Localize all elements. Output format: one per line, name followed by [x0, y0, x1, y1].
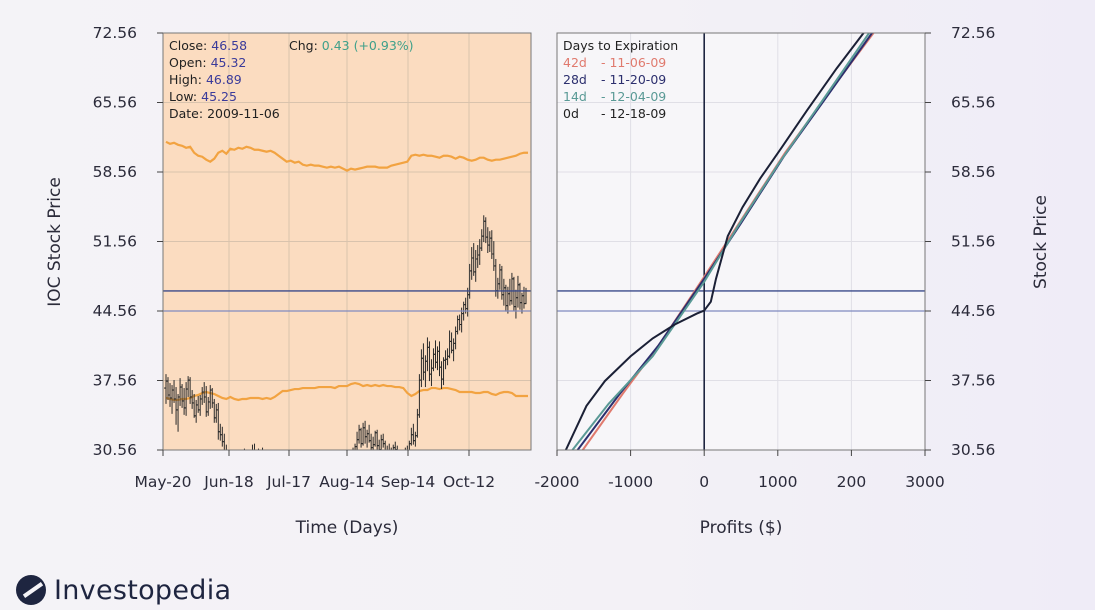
date-value: 2009-11-06: [207, 106, 280, 121]
logo-mark-icon: [16, 575, 46, 605]
profit-y-tick-label: 37.56: [951, 372, 995, 390]
svg-text:Low: 45.25: Low: 45.25: [169, 89, 237, 104]
price-y-tick-label: 51.56: [93, 233, 137, 251]
price-y-axis-title: IOC Stock Price: [45, 177, 65, 307]
profit-y-tick-label: 72.56: [951, 24, 995, 42]
price-x-tick-label: Jul-17: [266, 473, 311, 491]
profit-y-tick-label: 65.56: [951, 94, 995, 112]
chg-label: Chg:: [289, 38, 318, 53]
price-x-tick-label: Oct-12: [443, 473, 495, 491]
date-label: Date:: [169, 106, 203, 121]
ohlc-bar: [383, 440, 386, 450]
price-x-tick-label: Jun-18: [203, 473, 254, 491]
investopedia-logo[interactable]: Investopedia: [16, 570, 231, 610]
profit-curves: [564, 33, 875, 450]
close-value: 46.58: [211, 38, 247, 53]
svg-text:Date: 2009-11-06: Date: 2009-11-06: [169, 106, 280, 121]
profit-x-tick-label: -2000: [534, 473, 579, 491]
high-label: High:: [169, 72, 202, 87]
high-value: 46.89: [206, 72, 242, 87]
profit-y-axis-title: Stock Price: [1031, 195, 1051, 289]
legend-days-28d: 28d: [563, 72, 587, 87]
price-x-ticks: May-20 Jun-18 Jul-17 Aug-14 Sep-14 Oct-12: [134, 450, 495, 491]
price-y-tick-label: 72.56: [93, 24, 137, 42]
legend-days-42d: 42d: [563, 55, 587, 70]
legend-date-42d: - 11-06-09: [601, 55, 666, 70]
info-box: Close: 46.58 Open: 45.32 High: 46.89 Low…: [169, 38, 414, 121]
svg-text:Open: 45.32: Open: 45.32: [169, 55, 246, 70]
low-value: 45.25: [201, 89, 237, 104]
profit-legend: Days to Expiration 42d - 11-06-09 28d - 11-…: [563, 38, 678, 121]
logo-text: Investopedia: [54, 574, 232, 606]
low-label: Low:: [169, 89, 197, 104]
profit-x-tick-label: -1000: [608, 473, 653, 491]
profit-curve-14d: [571, 33, 870, 450]
svg-text:Chg: 0.43 (+0.93%): Chg: 0.43 (+0.93%): [289, 38, 414, 53]
chg-value: 0.43 (+0.93%): [322, 38, 414, 53]
price-y-ticks: 30.56 37.56 44.56 51.56 58.56 65.56 72.56: [93, 24, 163, 459]
profit-x-tick-label: 1000: [758, 473, 797, 491]
price-band-lines: [165, 140, 528, 402]
open-label: Open:: [169, 55, 207, 70]
profit-y-tick-label: 44.56: [951, 302, 995, 320]
profit-x-tick-label: 0: [699, 473, 709, 491]
close-label: Close:: [169, 38, 207, 53]
profit-curve-0d: [564, 33, 865, 450]
profit-x-tick-label: 200: [837, 473, 867, 491]
price-x-tick-label: Sep-14: [381, 473, 436, 491]
profit-y-tick-label: 30.56: [951, 441, 995, 459]
open-value: 45.32: [211, 55, 247, 70]
svg-text:High: 46.89: High: 46.89: [169, 72, 242, 87]
profit-x-ticks: -2000 -1000 0 1000 200 3000: [534, 450, 945, 491]
profit-x-axis-title: Profits ($): [700, 518, 783, 538]
ohlc-bars: [164, 215, 528, 451]
price-band-line: [165, 381, 528, 402]
price-x-tick-label: May-20: [134, 473, 191, 491]
price-y-tick-label: 58.56: [93, 163, 137, 181]
price-reference-lines: [163, 290, 531, 312]
legend-days-0d: 0d: [563, 106, 579, 121]
svg-text:Close: 46.58: Close: 46.58: [169, 38, 247, 53]
profit-y-ticks: 30.56 37.56 44.56 51.56 58.56 65.56 72.56: [925, 24, 995, 459]
legend-date-28d: - 11-20-09: [601, 72, 666, 87]
profit-reference-lines: [557, 33, 925, 450]
profit-y-tick-label: 58.56: [951, 163, 995, 181]
profit-y-tick-label: 51.56: [951, 233, 995, 251]
price-x-tick-label: Aug-14: [319, 473, 375, 491]
price-panel: Close: 46.58 Open: 45.32 High: 46.89 Low…: [45, 24, 532, 538]
legend-date-14d: - 12-04-09: [601, 89, 666, 104]
profit-panel: Days to Expiration 42d - 11-06-09 28d - 11-…: [534, 24, 1051, 538]
price-band-line: [165, 140, 528, 172]
legend-title: Days to Expiration: [563, 38, 678, 53]
price-y-tick-label: 44.56: [93, 302, 137, 320]
ohlc-bar: [222, 433, 225, 450]
legend-days-14d: 14d: [563, 89, 587, 104]
profit-x-tick-label: 3000: [905, 473, 944, 491]
price-x-axis-title: Time (Days): [295, 518, 399, 538]
price-y-tick-label: 37.56: [93, 372, 137, 390]
price-y-tick-label: 30.56: [93, 441, 137, 459]
legend-date-0d: - 12-18-09: [601, 106, 666, 121]
price-y-tick-label: 65.56: [93, 94, 137, 112]
